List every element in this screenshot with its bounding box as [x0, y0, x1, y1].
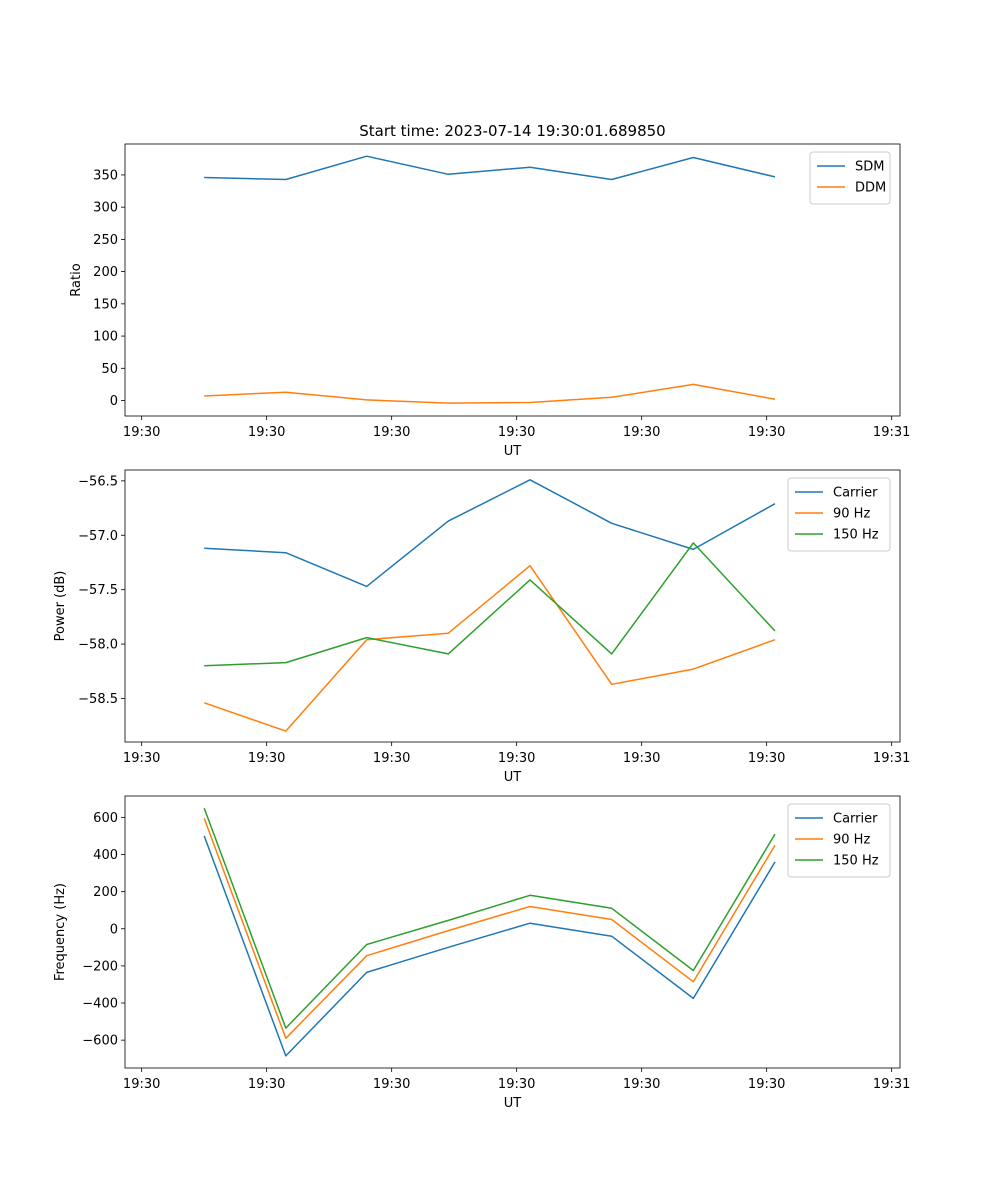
y-tick-label: 200 — [93, 265, 118, 280]
x-tick-label: 19:31 — [873, 751, 910, 766]
series-line-150-hz — [204, 542, 776, 667]
y-tick-label: 200 — [93, 885, 118, 900]
x-tick-label: 19:30 — [748, 425, 785, 440]
x-axis-label: UT — [504, 770, 522, 785]
y-tick-label: 100 — [93, 330, 118, 345]
y-tick-label: 150 — [93, 297, 118, 312]
x-axis-label: UT — [504, 1096, 522, 1111]
x-tick-label: 19:30 — [498, 425, 535, 440]
series-line-150-hz — [203, 807, 776, 1029]
y-tick-label: −400 — [82, 997, 118, 1012]
x-axis-label: UT — [504, 444, 522, 459]
legend-label: 90 Hz — [833, 507, 870, 522]
x-tick-label: 19:30 — [248, 751, 285, 766]
x-tick-label: 19:30 — [623, 425, 660, 440]
y-tick-label: −58.0 — [78, 638, 118, 653]
series-line-90-hz — [203, 564, 776, 732]
x-tick-label: 19:30 — [123, 1077, 160, 1092]
series-line-ddm — [204, 383, 776, 404]
legend-label: 150 Hz — [833, 528, 879, 543]
panel-ratio: 19:30 19:30 19:30 19:30 19:30 19:30 19:31 0 50 10… — [69, 122, 910, 459]
x-tick-label: 19:30 — [248, 1077, 285, 1092]
x-tick-label: 19:30 — [623, 751, 660, 766]
legend-label: SDM — [855, 160, 884, 175]
y-tick-label: 0 — [110, 394, 118, 409]
legend-label: Carrier — [833, 812, 878, 827]
y-tick-label: −57.0 — [78, 529, 118, 544]
y-tick-label: 600 — [93, 811, 118, 826]
y-tick-label: 0 — [110, 922, 118, 937]
x-tick-label: 19:30 — [498, 1077, 535, 1092]
legend-label: 150 Hz — [833, 854, 879, 869]
legend-box — [809, 151, 891, 205]
legend: SDM DDM — [809, 151, 891, 205]
x-tick-label: 19:30 — [748, 751, 785, 766]
legend: Carrier 90 Hz 150 Hz — [787, 803, 891, 878]
y-tick-label: 50 — [101, 362, 118, 377]
x-tick-label: 19:30 — [123, 425, 160, 440]
axes-frame — [124, 795, 901, 1069]
y-tick-label: −56.5 — [78, 474, 118, 489]
legend-label: 90 Hz — [833, 833, 870, 848]
x-tick-label: 19:30 — [748, 1077, 785, 1092]
series-line-carrier — [203, 835, 776, 1057]
x-tick-label: 19:31 — [873, 425, 910, 440]
x-tick-label: 19:30 — [373, 425, 410, 440]
x-tick-label: 19:30 — [123, 751, 160, 766]
y-tick-label: 300 — [93, 201, 118, 216]
legend-box — [787, 803, 891, 878]
series-line-sdm — [204, 155, 776, 181]
y-tick-label: 250 — [93, 233, 118, 248]
x-tick-label: 19:30 — [248, 425, 285, 440]
y-tick-label: 400 — [93, 848, 118, 863]
y-tick-label: −200 — [82, 959, 118, 974]
y-axis-label: Ratio — [69, 263, 84, 296]
legend-label: DDM — [855, 181, 886, 196]
y-tick-label: −600 — [82, 1034, 118, 1049]
y-tick-label: 350 — [93, 168, 118, 183]
chart-title: Start time: 2023-07-14 19:30:01.689850 — [359, 122, 665, 140]
y-axis-label: Frequency (Hz) — [53, 883, 68, 981]
y-tick-label: −57.5 — [78, 583, 118, 598]
series-line-90-hz — [203, 818, 776, 1040]
x-tick-label: 19:30 — [373, 751, 410, 766]
y-tick-label: −58.5 — [78, 692, 118, 707]
x-tick-label: 19:31 — [873, 1077, 910, 1092]
x-tick-label: 19:30 — [373, 1077, 410, 1092]
series-line-carrier — [204, 479, 776, 588]
panel-power: 19:30 19:30 19:30 19:30 19:30 19:30 19:31 −58.5… — [53, 469, 910, 785]
x-tick-label: 19:30 — [623, 1077, 660, 1092]
x-tick-label: 19:30 — [498, 751, 535, 766]
panel-frequency: 19:30 19:30 19:30 19:30 19:30 19:30 19:31 −600 −… — [53, 795, 910, 1111]
axes-frame — [124, 143, 901, 417]
y-axis-label: Power (dB) — [53, 571, 68, 642]
legend-box — [787, 477, 891, 552]
axes-frame — [124, 469, 901, 743]
legend: Carrier 90 Hz 150 Hz — [787, 477, 891, 552]
legend-label: Carrier — [833, 486, 878, 501]
